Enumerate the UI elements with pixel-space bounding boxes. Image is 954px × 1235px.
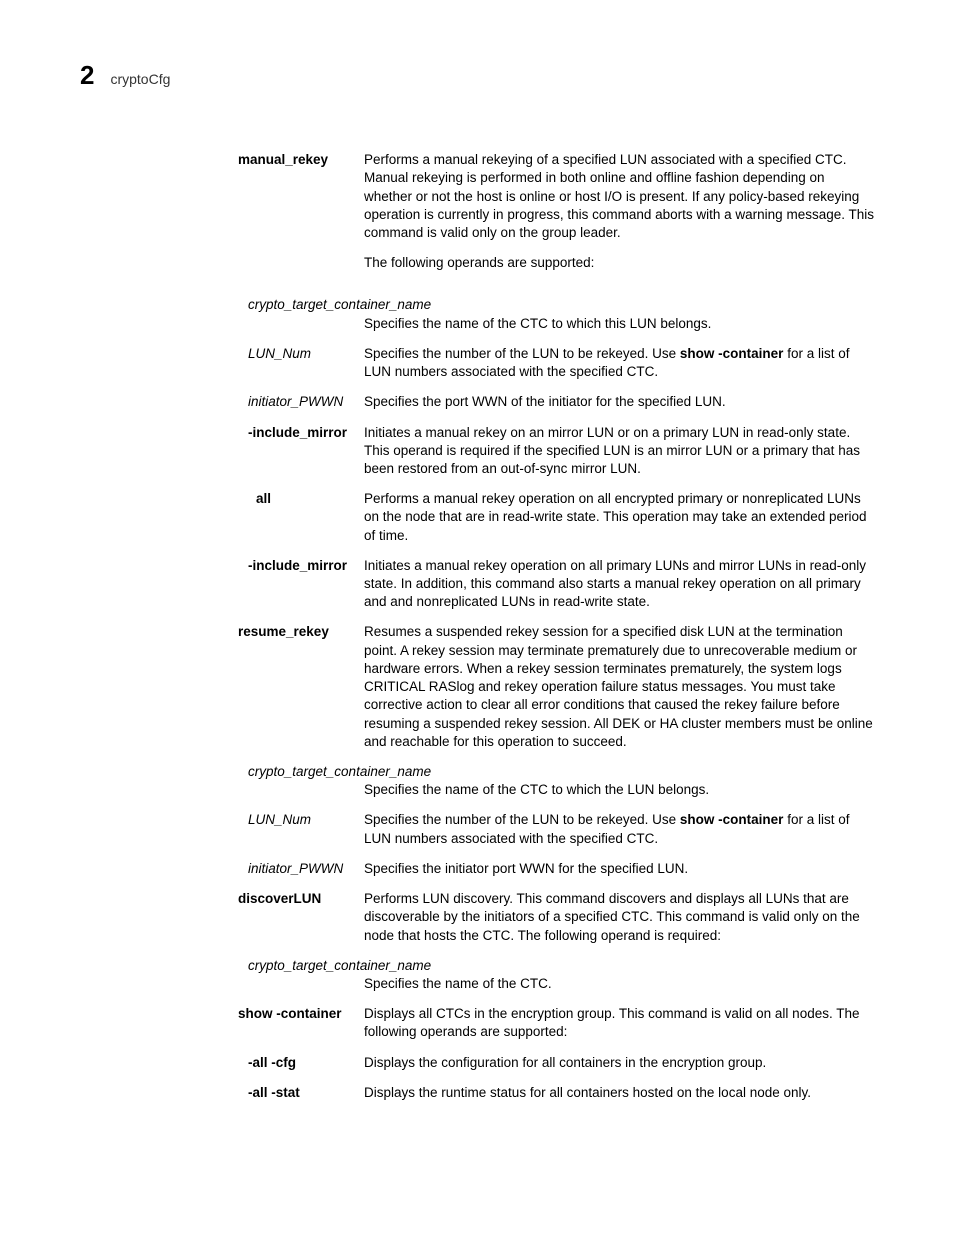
definition-entry: -all -statDisplays the runtime status fo… xyxy=(238,1084,874,1102)
definition-description: Specifies the name of the CTC. xyxy=(364,975,874,993)
definition-entry: LUN_NumSpecifies the number of the LUN t… xyxy=(238,811,874,847)
definition-term: crypto_target_container_name xyxy=(238,957,874,975)
definition-entry: LUN_NumSpecifies the number of the LUN t… xyxy=(238,345,874,381)
definition-term: manual_rekey xyxy=(238,151,364,284)
definition-term: crypto_target_container_name xyxy=(238,296,874,314)
definition-description: Specifies the initiator port WWN for the… xyxy=(364,860,874,878)
definition-entry: discoverLUNPerforms LUN discovery. This … xyxy=(238,890,874,945)
definition-term: LUN_Num xyxy=(238,811,364,847)
page-header: 2 cryptoCfg xyxy=(80,58,874,93)
definition-entry: allPerforms a manual rekey operation on … xyxy=(238,490,874,545)
definition-description: Specifies the number of the LUN to be re… xyxy=(364,345,874,381)
definition-term: show -container xyxy=(238,1005,364,1041)
definition-description: Resumes a suspended rekey session for a … xyxy=(364,623,874,751)
definition-term: -all -cfg xyxy=(238,1054,364,1072)
definition-entry: -include_mirrorInitiates a manual rekey … xyxy=(238,557,874,612)
definition-description: Performs a manual rekey operation on all… xyxy=(364,490,874,545)
definition-description: Specifies the name of the CTC to which t… xyxy=(364,781,874,799)
definition-term: LUN_Num xyxy=(238,345,364,381)
definition-term: resume_rekey xyxy=(238,623,364,751)
definition-description: Displays all CTCs in the encryption grou… xyxy=(364,1005,874,1041)
chapter-title: cryptoCfg xyxy=(110,70,170,89)
definition-entry: initiator_PWWNSpecifies the initiator po… xyxy=(238,860,874,878)
definition-entry: initiator_PWWNSpecifies the port WWN of … xyxy=(238,393,874,411)
definition-description: Performs a manual rekeying of a specifie… xyxy=(364,151,874,284)
definition-description: Displays the configuration for all conta… xyxy=(364,1054,874,1072)
definition-description: Initiates a manual rekey on an mirror LU… xyxy=(364,424,874,479)
definition-term: -include_mirror xyxy=(238,557,364,612)
definition-entry: show -containerDisplays all CTCs in the … xyxy=(238,1005,874,1041)
definition-description: Performs LUN discovery. This command dis… xyxy=(364,890,874,945)
definition-description: Specifies the port WWN of the initiator … xyxy=(364,393,874,411)
definition-list: manual_rekeyPerforms a manual rekeying o… xyxy=(238,151,874,1102)
definition-description: Displays the runtime status for all cont… xyxy=(364,1084,874,1102)
definition-term: initiator_PWWN xyxy=(238,860,364,878)
definition-entry: resume_rekeyResumes a suspended rekey se… xyxy=(238,623,874,751)
definition-entry: crypto_target_container_nameSpecifies th… xyxy=(238,296,874,332)
definition-description: Specifies the name of the CTC to which t… xyxy=(364,315,874,333)
definition-description: Specifies the number of the LUN to be re… xyxy=(364,811,874,847)
definition-entry: crypto_target_container_nameSpecifies th… xyxy=(238,957,874,993)
definition-entry: -all -cfgDisplays the configuration for … xyxy=(238,1054,874,1072)
definition-term: initiator_PWWN xyxy=(238,393,364,411)
definition-entry: crypto_target_container_nameSpecifies th… xyxy=(238,763,874,799)
definition-term: all xyxy=(238,490,364,545)
definition-description: Initiates a manual rekey operation on al… xyxy=(364,557,874,612)
chapter-number: 2 xyxy=(80,58,94,93)
definition-term: -all -stat xyxy=(238,1084,364,1102)
definition-term: discoverLUN xyxy=(238,890,364,945)
definition-entry: manual_rekeyPerforms a manual rekeying o… xyxy=(238,151,874,284)
definition-entry: -include_mirrorInitiates a manual rekey … xyxy=(238,424,874,479)
definition-term: crypto_target_container_name xyxy=(238,763,874,781)
definition-term: -include_mirror xyxy=(238,424,364,479)
